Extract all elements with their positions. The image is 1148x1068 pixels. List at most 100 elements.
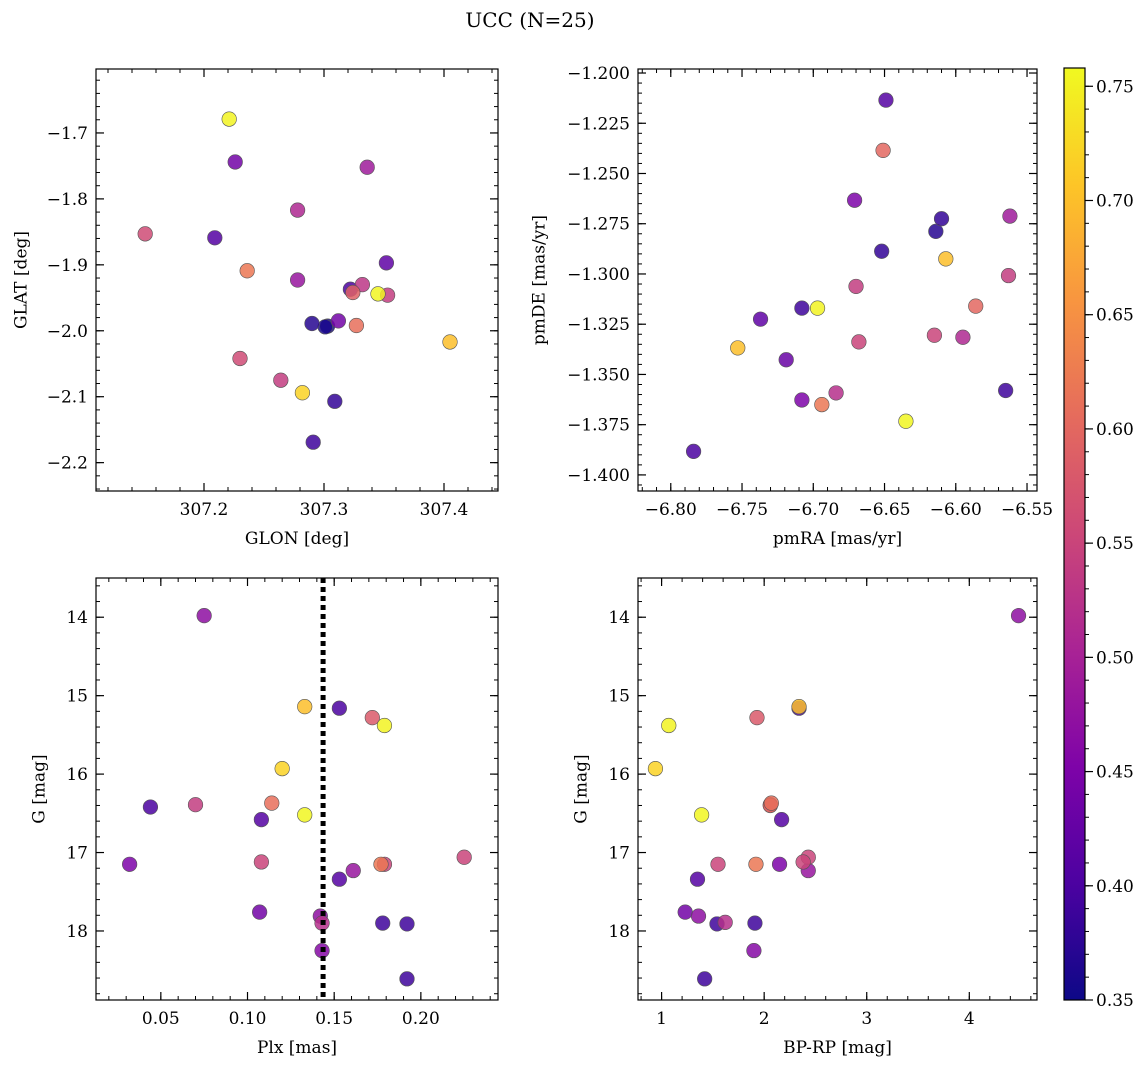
points xyxy=(122,608,472,987)
data-point xyxy=(878,92,894,108)
data-point xyxy=(290,202,306,218)
data-point xyxy=(376,717,393,734)
axes-frame xyxy=(95,68,499,492)
colorbar-tick-label: 0.60 xyxy=(1096,420,1134,440)
data-point xyxy=(898,413,914,429)
y-axis-label: G [mag] xyxy=(30,754,50,823)
y-tick-label: 15 xyxy=(608,687,630,707)
data-point xyxy=(294,385,311,401)
y-tick-label: −1.200 xyxy=(567,64,630,84)
data-point xyxy=(828,385,844,401)
data-point xyxy=(442,334,458,350)
data-point xyxy=(370,286,386,302)
colorbar-frame xyxy=(1063,67,1086,1001)
x-tick-label: 307.3 xyxy=(300,500,349,520)
y-tick-label: −1.275 xyxy=(567,215,630,235)
data-point xyxy=(317,319,333,335)
data-point xyxy=(710,856,726,872)
data-point xyxy=(1010,608,1027,624)
data-point xyxy=(968,298,984,314)
data-point xyxy=(137,226,153,242)
data-point xyxy=(264,795,280,811)
y-tick-label: −1.375 xyxy=(567,416,630,436)
data-point xyxy=(252,904,268,920)
data-point xyxy=(378,255,395,271)
x-tick-label: −6.80 xyxy=(645,500,697,520)
data-point xyxy=(305,434,321,450)
data-point xyxy=(938,251,954,267)
data-point xyxy=(846,192,863,208)
data-point xyxy=(330,313,347,329)
data-point xyxy=(297,807,313,823)
data-point xyxy=(928,223,944,239)
x-tick-label: −6.65 xyxy=(858,500,910,520)
x-tick-label: 2 xyxy=(759,1009,770,1029)
data-point xyxy=(273,372,289,388)
x-tick-label: 0.05 xyxy=(142,1009,180,1029)
y-tick-label: 17 xyxy=(608,844,630,864)
x-tick-label: 1 xyxy=(656,1009,667,1029)
data-point xyxy=(327,393,343,409)
x-tick-label: 0.20 xyxy=(402,1009,440,1029)
colorbar-tick-label: 0.65 xyxy=(1096,306,1134,326)
x-tick-label: 307.4 xyxy=(420,500,469,520)
data-point xyxy=(456,849,472,865)
data-point xyxy=(677,904,693,920)
y-tick-label: 16 xyxy=(66,765,88,785)
y-tick-label: −1.250 xyxy=(567,164,630,184)
data-point xyxy=(345,862,361,879)
data-point xyxy=(689,871,706,887)
y-tick-label: −1.325 xyxy=(567,315,630,335)
data-point xyxy=(1002,208,1018,224)
x-axis-label: BP-RP [mag] xyxy=(783,1038,892,1058)
data-point xyxy=(207,230,223,246)
colorbar-tick-label: 0.45 xyxy=(1096,763,1134,783)
data-point xyxy=(232,350,248,367)
data-point xyxy=(814,396,830,413)
data-point xyxy=(693,807,710,823)
colorbar-tick-label: 0.50 xyxy=(1096,648,1134,668)
data-point xyxy=(763,795,779,811)
y-tick-label: 16 xyxy=(608,765,630,785)
data-point xyxy=(690,908,707,924)
axes-frame xyxy=(637,68,1038,492)
colorbar-tick-label: 0.70 xyxy=(1096,191,1134,211)
data-point xyxy=(331,700,347,716)
data-point xyxy=(749,710,765,726)
y-tick-label: −1.225 xyxy=(567,114,630,134)
x-tick-label: 3 xyxy=(861,1009,872,1029)
y-tick-label: 14 xyxy=(608,608,630,628)
y-tick-label: −1.7 xyxy=(47,124,88,144)
x-tick-label: −6.60 xyxy=(930,500,982,520)
y-tick-label: 15 xyxy=(66,687,88,707)
data-point xyxy=(227,154,243,170)
panel-3: 0.05 0.10 0.15 0.20 14 15 16 17 18 Plx [mas] G [ma… xyxy=(30,577,499,1058)
y-tick-label: −1.400 xyxy=(567,466,630,486)
x-tick-label: 307.2 xyxy=(180,500,229,520)
data-point xyxy=(848,278,864,295)
data-point xyxy=(661,717,677,734)
data-point xyxy=(730,340,746,356)
data-point xyxy=(348,317,365,334)
data-point xyxy=(933,211,950,227)
data-point xyxy=(253,854,269,870)
data-point xyxy=(647,761,664,777)
axes-frame xyxy=(95,577,499,1001)
x-tick-label: −6.70 xyxy=(787,500,839,520)
colorbar-tick-label: 0.40 xyxy=(1096,877,1134,897)
data-point xyxy=(274,761,290,777)
y-axis-label: GLAT [deg] xyxy=(12,231,32,329)
data-point xyxy=(955,329,971,345)
data-point xyxy=(359,159,375,175)
data-point xyxy=(717,914,733,930)
data-point xyxy=(773,811,790,828)
data-point xyxy=(122,856,138,872)
data-point xyxy=(373,856,389,872)
x-tick-label: −6.75 xyxy=(716,500,768,520)
y-tick-label: −1.8 xyxy=(47,190,88,210)
data-point xyxy=(851,334,867,350)
colorbar: 0.35 0.40 0.45 0.50 0.55 0.60 0.65 0.70 0.75 xyxy=(1063,67,1134,1011)
data-point xyxy=(685,443,702,460)
y-tick-label: −1.350 xyxy=(567,365,630,385)
panel-2: −6.80 −6.75 −6.70 −6.65 −6.60 −6.55 −1.200 −1.2… xyxy=(530,64,1054,549)
